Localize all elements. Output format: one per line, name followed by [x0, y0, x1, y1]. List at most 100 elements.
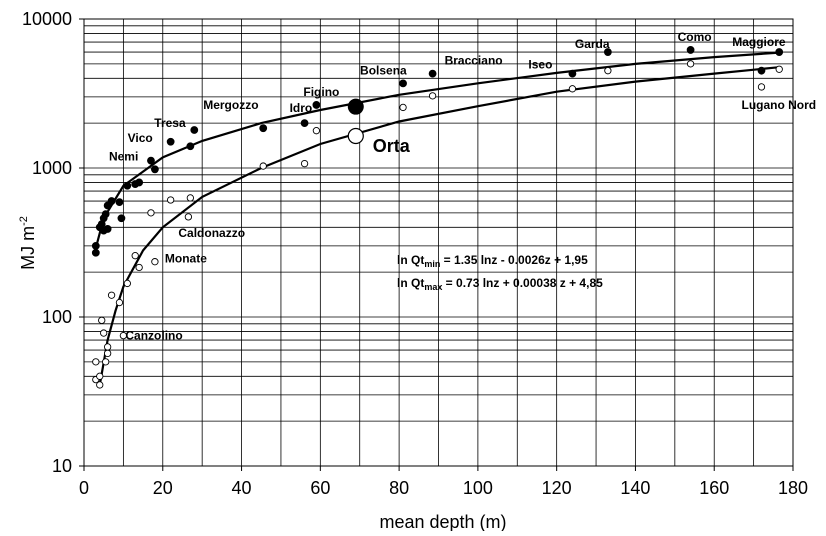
- data-point-open: [259, 162, 267, 170]
- data-point-filled: [91, 242, 100, 250]
- data-point-open: [568, 85, 577, 93]
- data-point-filled: [166, 137, 175, 146]
- data-point-open: [131, 252, 139, 260]
- data-point-open: [98, 316, 106, 324]
- data-point-filled: [190, 126, 199, 134]
- data-point-filled: [686, 46, 695, 54]
- data-point-open: [686, 60, 695, 68]
- data-point-open: [312, 127, 321, 135]
- data-point-filled: [300, 119, 309, 128]
- x-tick-label: 20: [153, 478, 173, 498]
- lake-label-nemi: Nemi: [109, 150, 138, 164]
- data-point-open: [103, 349, 112, 358]
- x-tick-label: 0: [79, 478, 89, 498]
- x-tick-label: 120: [542, 478, 572, 498]
- data-point-filled: [150, 165, 159, 174]
- data-point-open: [757, 83, 766, 91]
- grid: [84, 19, 793, 466]
- data-point-open: [115, 298, 124, 307]
- lake-label-caldonazzo: Caldonazzo: [178, 226, 245, 240]
- lake-label-bracciano: Bracciano: [445, 54, 503, 68]
- lake-label-idro: Idro: [290, 101, 313, 115]
- data-point-filled: [117, 214, 126, 223]
- data-point-filled: [757, 66, 766, 75]
- lake-label-maggiore: Maggiore: [732, 35, 786, 49]
- x-tick-label: 80: [389, 478, 409, 498]
- lake-label-lugano-nord: Lugano Nord: [741, 98, 816, 112]
- data-point-open: [123, 279, 131, 288]
- lake-label-canzolino: Canzolino: [125, 329, 182, 343]
- data-point-open: [775, 65, 783, 73]
- lake-label-como: Como: [678, 30, 712, 44]
- data-point-open: [151, 258, 159, 266]
- y-tick-label: 1000: [32, 158, 72, 178]
- axes: 0 20 40 60 80 100 120 140 160 180 10 100 1000 10000: [22, 9, 808, 498]
- fitted-curves: [94, 51, 780, 386]
- data-point-filled: [775, 48, 784, 56]
- data-point-open: [300, 159, 309, 168]
- y-tick-label: 10: [52, 456, 72, 476]
- data-point-orta-max: [347, 98, 364, 115]
- data-point-open: [96, 372, 104, 380]
- data-point-open: [119, 331, 128, 340]
- lake-label-garda: Garda: [575, 37, 610, 51]
- data-point-open: [428, 92, 437, 100]
- data-point-filled: [101, 210, 110, 219]
- data-point-open: [107, 291, 116, 299]
- lake-label-figino: Figino: [303, 85, 339, 99]
- lake-label-orta: Orta: [373, 136, 411, 156]
- x-tick-label: 140: [620, 478, 650, 498]
- data-point-open: [102, 358, 110, 366]
- x-tick-label: 100: [463, 478, 493, 498]
- lake-label-iseo: Iseo: [528, 58, 552, 72]
- data-point-open: [167, 196, 175, 204]
- y-tick-label: 10000: [22, 9, 72, 29]
- data-point-open: [92, 358, 100, 366]
- equation-min: ln Qtmin = 1.35 lnz - 0.0026z + 1,95: [397, 253, 588, 269]
- data-point-open: [604, 67, 612, 75]
- plot-frame: [83, 18, 794, 467]
- data-point-filled: [123, 181, 132, 190]
- data-point-filled: [99, 226, 108, 235]
- data-point-filled: [186, 142, 195, 151]
- data-point-filled: [568, 69, 577, 78]
- data-points: [91, 46, 784, 389]
- data-point-filled: [603, 48, 612, 56]
- data-point-filled: [399, 79, 407, 88]
- x-tick-label: 160: [699, 478, 729, 498]
- lake-label-monate: Monate: [165, 252, 207, 266]
- data-point-filled: [147, 156, 155, 165]
- lake-label-mergozzo: Mergozzo: [203, 98, 258, 112]
- data-point-filled: [91, 248, 100, 257]
- lake-labels: Maggiore Como Garda Iseo Bracciano Bolsena Fig…: [109, 30, 816, 343]
- data-point-filled: [107, 197, 116, 205]
- lake-label-bolsena: Bolsena: [360, 63, 407, 77]
- data-point-open: [186, 194, 195, 202]
- equations: ln Qtmin = 1.35 lnz - 0.0026z + 1,95 ln …: [397, 253, 603, 292]
- data-point-filled: [115, 198, 124, 207]
- x-tick-label: 180: [778, 478, 808, 498]
- lake-label-vico: Vico: [128, 131, 153, 145]
- equation-max: ln Qtmax = 0.73 lnz + 0.00038 z + 4,85: [397, 276, 603, 292]
- data-point-filled: [312, 101, 321, 109]
- lake-label-tresa: Tresa: [154, 116, 186, 130]
- data-point-open: [184, 213, 193, 221]
- data-point-open: [100, 329, 108, 337]
- data-point-orta-min: [347, 127, 364, 145]
- data-point-open: [103, 343, 112, 351]
- data-point-filled: [135, 178, 144, 187]
- x-axis-title: mean depth (m): [379, 512, 506, 531]
- y-tick-label: 100: [42, 307, 72, 327]
- y-axis-title: MJ m-2: [18, 216, 38, 270]
- x-tick-label: 60: [310, 478, 330, 498]
- data-point-open: [135, 263, 143, 272]
- x-tick-label: 40: [232, 478, 252, 498]
- data-point-open: [147, 209, 155, 217]
- fit-curve-max: [94, 51, 780, 249]
- data-point-open: [96, 381, 104, 389]
- data-point-filled: [259, 124, 268, 133]
- data-point-filled: [428, 69, 437, 78]
- data-point-open: [399, 103, 407, 112]
